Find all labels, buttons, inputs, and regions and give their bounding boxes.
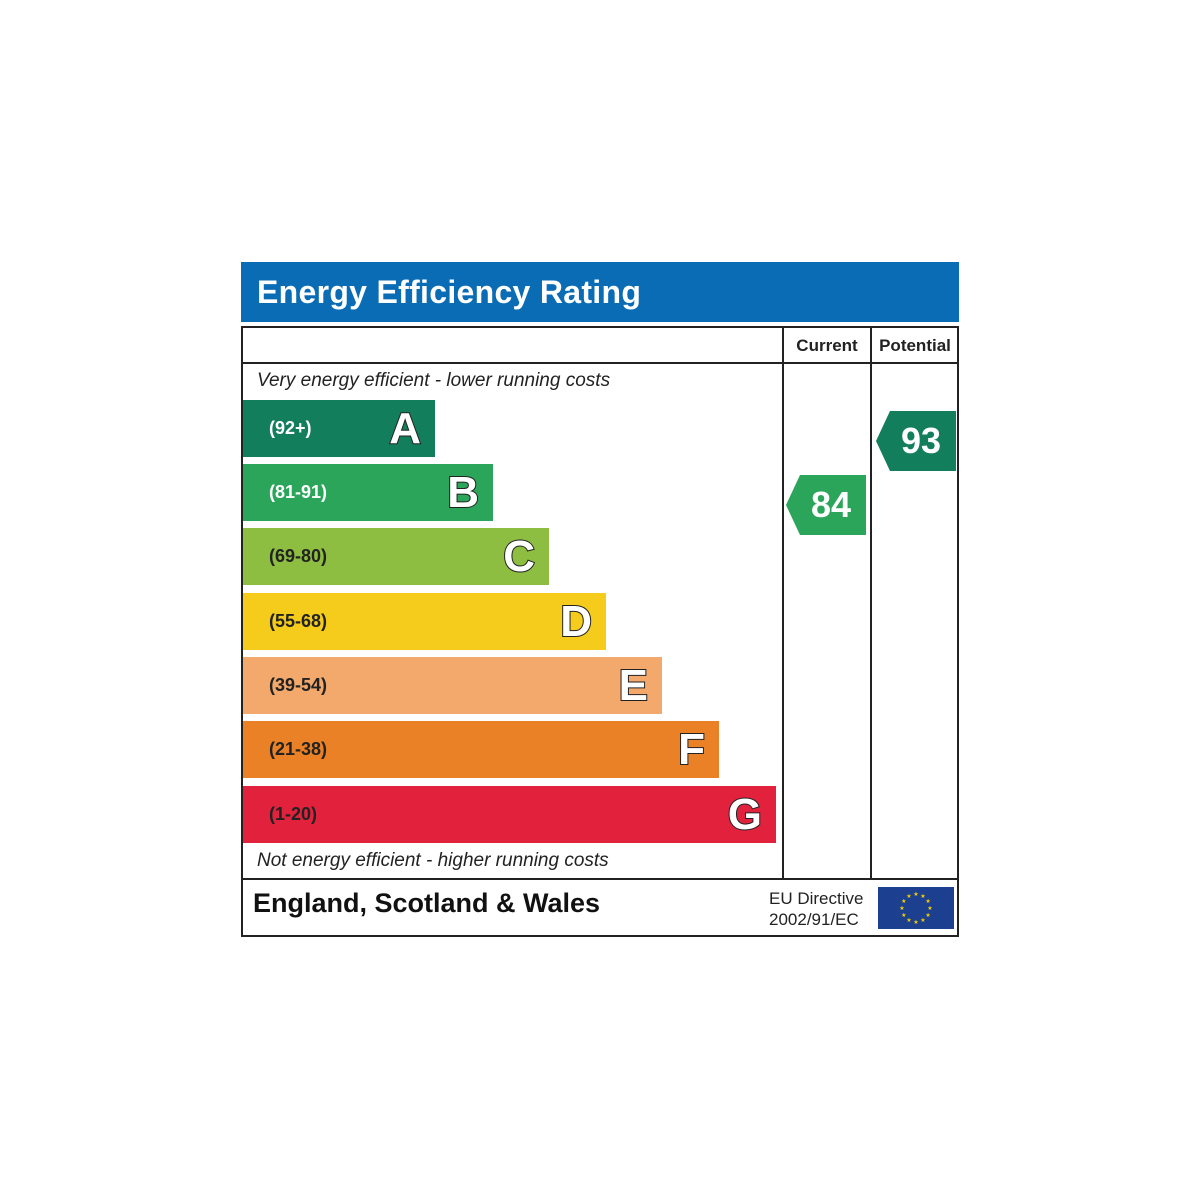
band-letter: D [559,596,593,647]
band-letter: E [618,660,649,711]
region-label: England, Scotland & Wales [253,888,601,918]
header-divider [241,362,959,364]
column-divider [782,326,784,880]
band-range: (21-38) [269,739,328,759]
current-rating-value: 84 [810,484,852,525]
directive-line-1: EU Directive [769,889,864,908]
current-column-header: Current [796,336,858,355]
footer-divider [241,878,959,880]
band-bar-c: (69-80) C [243,528,549,585]
top-note: Very energy efficient - lower running co… [257,370,611,391]
band-range: (69-80) [269,546,328,566]
chart-title: Energy Efficiency Rating [241,262,959,322]
star-icon: ★ [925,898,930,905]
band-bar-f: (21-38) F [243,721,719,778]
band-bar-e: (39-54) E [243,657,662,714]
band-letter: A [388,403,422,454]
column-divider [870,326,872,880]
star-icon: ★ [920,893,925,900]
current-rating-arrow: 84 [786,475,866,535]
band-bar-a: (92+) A [243,400,435,457]
star-icon: ★ [927,905,932,912]
star-icon: ★ [906,917,911,924]
eu-flag-icon: ★★★★★★★★★ ★ ★★ [878,887,954,929]
star-icon: ★ [925,912,930,919]
band-letter: F [677,724,706,775]
band-letter: B [446,467,480,518]
directive-line-2: 2002/91/EC [769,910,859,929]
star-icon: ★ [913,919,918,926]
band-bar-g: (1-20) G [243,786,776,843]
band-range: (92+) [269,418,312,438]
bottom-note: Not energy efficient - higher running co… [257,850,609,871]
eu-directive: EU Directive 2002/91/EC [769,888,863,930]
star-icon: ★ [899,905,904,912]
star-icon: ★ [906,893,911,900]
potential-column-header: Potential [879,336,951,355]
band-range: (39-54) [269,675,328,695]
band-bar-d: (55-68) D [243,593,606,650]
band-letter: C [502,531,536,582]
star-icon: ★ [901,912,906,919]
rating-table [241,326,959,937]
band-letter: G [727,789,763,840]
band-range: (55-68) [269,611,328,631]
star-icon: ★ [913,891,918,898]
band-range: (81-91) [269,482,328,502]
star-icon: ★ [920,917,925,924]
star-icon: ★ [901,898,906,905]
band-bar-b: (81-91) B [243,464,493,521]
potential-rating-value: 93 [900,420,942,461]
band-range: (1-20) [269,804,318,824]
potential-rating-arrow: 93 [876,411,956,471]
